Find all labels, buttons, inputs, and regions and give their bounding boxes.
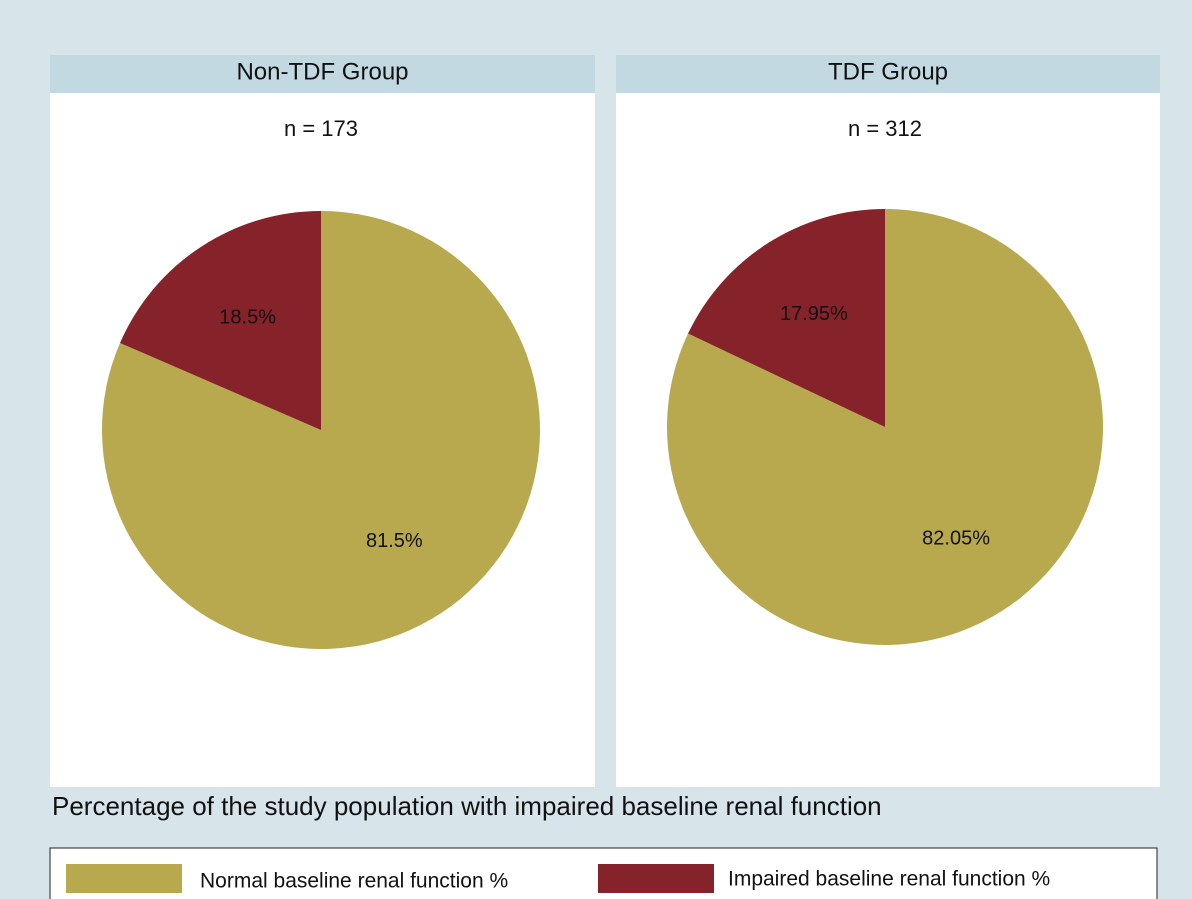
data-label: 17.95% bbox=[780, 303, 848, 325]
legend-label: Normal baseline renal function % bbox=[200, 870, 508, 893]
panel-header bbox=[50, 55, 595, 93]
pie-slice bbox=[120, 210, 321, 430]
pie-slice bbox=[688, 209, 885, 427]
panel-title: Non-TDF Group bbox=[236, 58, 408, 85]
panel-header bbox=[616, 55, 1160, 93]
subtitle: n = 312 bbox=[848, 116, 922, 141]
legend-swatch bbox=[598, 864, 714, 893]
data-label: 82.05% bbox=[922, 528, 990, 550]
legend-label: Impaired baseline renal function % bbox=[728, 868, 1050, 891]
subtitle: n = 173 bbox=[284, 116, 358, 141]
data-label: 81.5% bbox=[366, 530, 423, 552]
data-label: 18.5% bbox=[219, 307, 276, 329]
panel-title: TDF Group bbox=[828, 58, 948, 85]
caption: Percentage of the study population with … bbox=[52, 791, 882, 821]
legend-swatch bbox=[66, 864, 182, 893]
